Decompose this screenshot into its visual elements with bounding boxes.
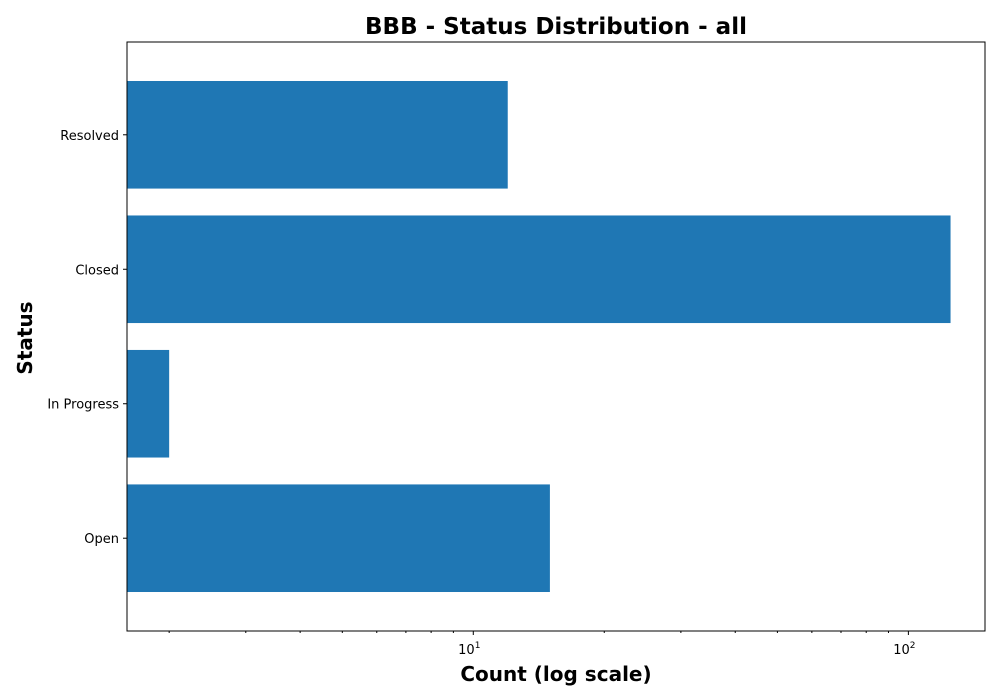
bars-group	[127, 80, 951, 593]
bar-closed	[127, 215, 951, 324]
chart-title: BBB - Status Distribution - all	[365, 14, 747, 40]
y-tick-label: Open	[84, 532, 119, 547]
y-axis: Open In Progress Closed Resolved	[47, 129, 127, 547]
bar-in-progress	[127, 349, 170, 458]
bar-resolved	[127, 80, 508, 189]
x-axis-label: Count (log scale)	[460, 662, 651, 686]
y-tick-label: Resolved	[60, 129, 119, 144]
x-tick-label: 102	[893, 641, 915, 658]
y-axis-label: Status	[13, 301, 37, 374]
y-tick-label: Closed	[75, 263, 119, 278]
y-tick-label: In Progress	[47, 398, 119, 413]
x-tick-label: 101	[458, 641, 480, 658]
bar-open	[127, 484, 550, 593]
plot-frame	[126, 41, 986, 632]
x-axis: 101 102	[168, 631, 916, 658]
